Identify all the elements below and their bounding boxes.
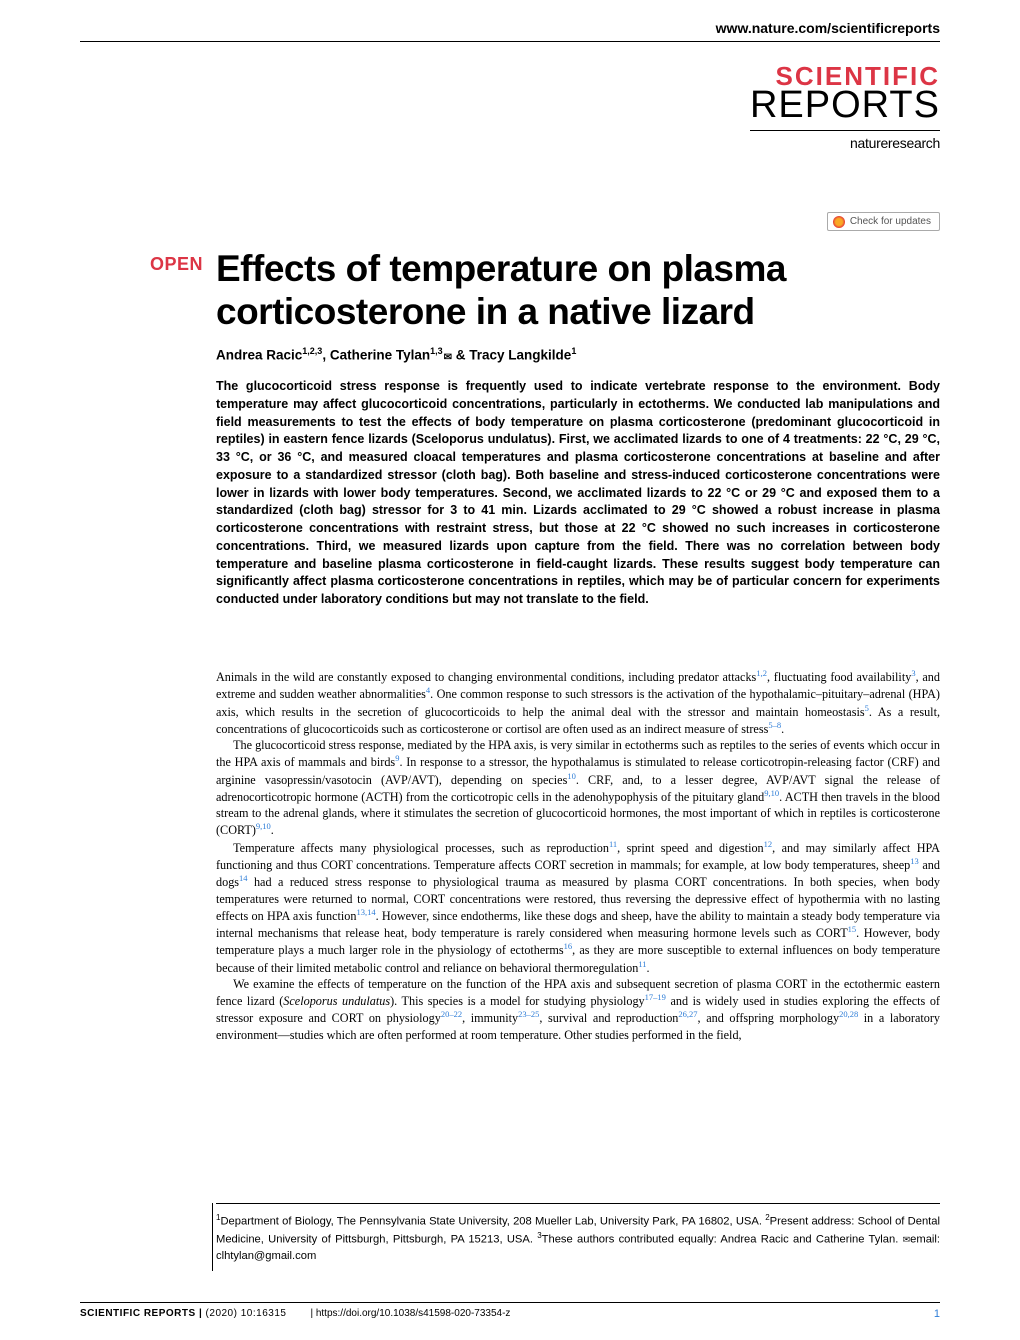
abstract-text: The glucocorticoid stress response is fr… xyxy=(216,378,940,609)
author-list: Andrea Racic1,2,3, Catherine Tylan1,3✉ &… xyxy=(216,346,940,363)
footer-citation: SCIENTIFIC REPORTS | (2020) 10:16315 | h… xyxy=(80,1308,510,1320)
footer-journal-name: SCIENTIFIC REPORTS | (2020) 10:16315 xyxy=(80,1308,286,1320)
page-number: 1 xyxy=(934,1308,940,1320)
journal-logo: SCIENTIFIC REPORTS natureresearch xyxy=(750,65,940,151)
paragraph-1: Animals in the wild are constantly expos… xyxy=(216,668,940,737)
body-text: Animals in the wild are constantly expos… xyxy=(216,668,940,1043)
footer-doi: | https://doi.org/10.1038/s41598-020-733… xyxy=(310,1308,510,1320)
logo-reports-text: REPORTS xyxy=(750,86,940,124)
header-rule xyxy=(80,41,940,42)
logo-nature-text: natureresearch xyxy=(750,135,940,151)
affiliation-left-rule xyxy=(212,1203,213,1271)
open-access-badge: OPEN xyxy=(150,254,203,275)
check-updates-button[interactable]: Check for updates xyxy=(827,212,940,231)
journal-url: www.nature.com/scientificreports xyxy=(716,20,940,36)
page-footer: SCIENTIFIC REPORTS | (2020) 10:16315 | h… xyxy=(80,1302,940,1320)
paragraph-3: Temperature affects many physiological p… xyxy=(216,839,940,976)
logo-rule xyxy=(750,130,940,131)
paragraph-2: The glucocorticoid stress response, medi… xyxy=(216,737,940,839)
affiliations: 1Department of Biology, The Pennsylvania… xyxy=(216,1203,940,1264)
paragraph-4: We examine the effects of temperature on… xyxy=(216,976,940,1043)
article-title: Effects of temperature on plasma cortico… xyxy=(216,248,940,333)
